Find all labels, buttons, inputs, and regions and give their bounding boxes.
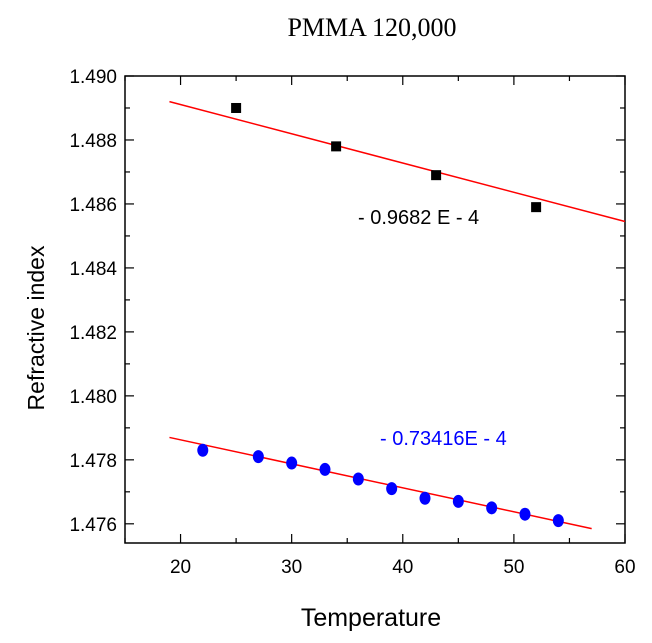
data-point	[331, 141, 342, 152]
data-point	[319, 462, 331, 476]
y-tick-label: 1.488	[69, 131, 117, 152]
chart-title: PMMA 120,000	[287, 13, 456, 42]
data-point	[352, 472, 364, 486]
data-point	[431, 170, 442, 181]
x-axis-label: Temperature	[301, 604, 441, 632]
y-tick-label: 1.476	[69, 515, 117, 536]
x-tick-label: 40	[392, 557, 413, 578]
x-tick-label: 60	[614, 557, 635, 578]
y-tick-label: 1.480	[69, 387, 117, 408]
y-tick-label: 1.484	[69, 259, 117, 280]
y-tick-label: 1.486	[69, 195, 117, 216]
data-point	[286, 456, 298, 470]
data-point	[486, 501, 498, 515]
y-tick-label: 1.490	[69, 67, 117, 88]
slope-annotation: - 0.73416E - 4	[380, 428, 507, 450]
data-point	[252, 450, 264, 464]
fit-line	[169, 100, 626, 223]
y-tick-label: 1.482	[69, 323, 117, 344]
x-tick-label: 20	[170, 557, 191, 578]
plot-frame	[124, 75, 626, 544]
data-point	[531, 202, 542, 213]
y-tick-label: 1.478	[69, 451, 117, 472]
data-point	[519, 507, 531, 521]
plot-area: 20 30 40 50 60 1.476 1.478 1.480 1.482 1.484 1.486…	[69, 67, 635, 578]
data-point	[419, 491, 431, 505]
x-tick-label: 30	[281, 557, 302, 578]
slope-annotation: - 0.9682 E - 4	[358, 207, 479, 229]
data-point	[231, 102, 242, 113]
data-point	[197, 443, 209, 457]
y-axis-label: Refractive index	[23, 245, 49, 410]
data-point	[452, 494, 464, 508]
data-point	[552, 514, 564, 528]
x-tick-label: 50	[503, 557, 524, 578]
data-point	[386, 482, 398, 496]
